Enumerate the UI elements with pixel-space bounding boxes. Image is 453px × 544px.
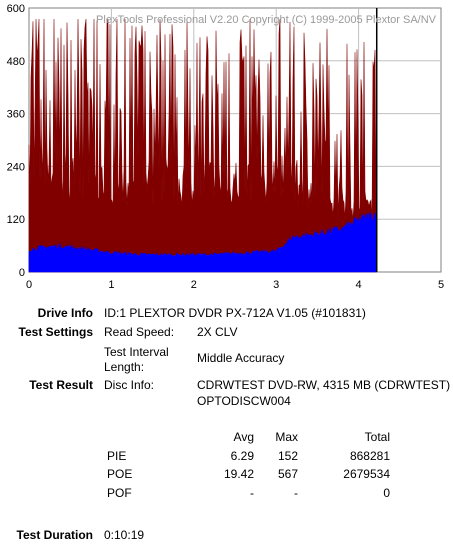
axis-ticks: 0 1 2 3 4 5 0 120 240 360 480 600 — [7, 3, 444, 291]
pie-area — [28, 211, 378, 273]
y-tick-label: 600 — [7, 3, 25, 15]
y-tick-label: 0 — [19, 267, 25, 279]
stats-row-poe-avg: 19.42 — [223, 467, 254, 481]
interval-label-1: Test Interval — [104, 345, 169, 359]
stats-row-pie-avg: 6.29 — [230, 449, 254, 463]
test-result-label: Test Result — [29, 378, 93, 392]
test-duration-value: 0:10:19 — [104, 528, 145, 542]
interval-value: Middle Accuracy — [197, 351, 285, 365]
stats-row-pof-avg: - — [250, 486, 254, 500]
stats-header-avg: Avg — [233, 430, 254, 444]
x-tick-label: 5 — [438, 279, 444, 291]
read-speed-label: Read Speed: — [104, 325, 175, 339]
x-tick-label: 2 — [191, 279, 197, 291]
drive-info-label: Drive Info — [37, 306, 93, 320]
disc-info-value-1: CDRWTEST DVD-RW, 4315 MB (CDRWTEST) — [197, 378, 451, 392]
drive-info-value: ID:1 PLEXTOR DVDR PX-712A V1.05 (#101831… — [104, 306, 366, 320]
stats-row-poe-max: 567 — [277, 467, 298, 481]
stats-row-pie-total: 868281 — [349, 449, 390, 463]
poe-area — [28, 18, 378, 273]
y-tick-label: 480 — [7, 56, 25, 68]
x-tick-label: 3 — [273, 279, 279, 291]
stats-header-max: Max — [275, 430, 298, 444]
stats-row-pof-total: 0 — [383, 486, 390, 500]
read-speed-value: 2X CLV — [197, 325, 238, 339]
error-rate-chart: 0 1 2 3 4 5 0 120 240 360 480 600 PlexTools Profess… — [7, 3, 444, 291]
x-tick-label: 4 — [356, 279, 362, 291]
x-tick-label: 1 — [108, 279, 114, 291]
stats-row-pof-max: - — [294, 486, 298, 500]
test-settings-label: Test Settings — [18, 325, 93, 339]
stats-row-poe-total: 2679534 — [343, 467, 390, 481]
stats-header-total: Total — [364, 430, 390, 444]
disc-info-value-2: OPTODISCW004 — [197, 394, 291, 408]
x-tick-label: 0 — [26, 279, 32, 291]
y-tick-label: 240 — [7, 161, 25, 173]
test-duration-label: Test Duration — [16, 528, 93, 542]
disc-info-label: Disc Info: — [104, 378, 155, 392]
stats-row-pof-name: POF — [107, 486, 132, 500]
stats-row-pie-name: PIE — [107, 449, 127, 463]
series-layer — [28, 8, 378, 273]
y-tick-label: 360 — [7, 109, 25, 121]
y-tick-label: 120 — [7, 214, 25, 226]
chart-title: PlexTools Professional V2.20 Copyright (… — [96, 14, 437, 26]
stats-row-pie-max: 152 — [277, 449, 298, 463]
interval-label-2: Length: — [104, 360, 145, 374]
stats-row-poe-name: POE — [107, 467, 133, 481]
